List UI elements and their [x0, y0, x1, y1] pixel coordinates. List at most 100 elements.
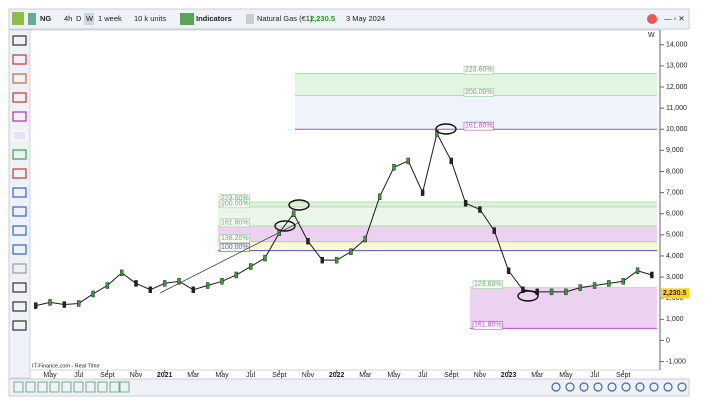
window-controls[interactable]: — ▫ ✕ [664, 14, 685, 23]
tool-button[interactable] [12, 282, 27, 293]
x-tick-label: Jul [74, 372, 83, 379]
date: 3 May 2024 [346, 14, 385, 23]
chart-type-icon[interactable] [28, 13, 36, 25]
settings-icon[interactable] [647, 14, 657, 24]
tool-button[interactable] [12, 225, 27, 236]
candle [177, 278, 181, 285]
tool-button[interactable] [85, 381, 96, 393]
x-tick-label: Sept [444, 372, 458, 379]
period-select[interactable]: 1 week [98, 14, 122, 23]
indicators-button[interactable]: Indicators [196, 14, 232, 23]
y-tick-label: 9,000 [666, 147, 684, 154]
y-tick-label: 1,000 [666, 316, 684, 323]
interval[interactable]: W [86, 14, 94, 23]
tool-button[interactable] [565, 382, 575, 392]
left-toolbar [8, 29, 31, 379]
fib-label: 138.20% [221, 235, 249, 242]
marker-ellipse [435, 123, 457, 135]
symbol[interactable]: NG [40, 14, 51, 23]
tool-button[interactable] [12, 187, 27, 198]
tool-button[interactable] [621, 382, 631, 392]
interval[interactable]: D [76, 14, 82, 23]
tool-button[interactable] [635, 382, 645, 392]
marker-ellipse [517, 290, 539, 302]
candle [650, 271, 654, 279]
fib-band [295, 73, 657, 96]
tool-button[interactable] [49, 381, 60, 393]
source: IT-Finance.com - Real Time [32, 363, 100, 369]
tool-button[interactable] [677, 382, 687, 392]
x-tick-label: Mar [187, 372, 200, 379]
tool-button[interactable] [12, 149, 27, 160]
tool-button[interactable] [12, 301, 27, 312]
top-toolbar [8, 8, 690, 30]
candle [334, 256, 339, 264]
candle [607, 280, 611, 287]
tool-button[interactable] [12, 168, 27, 179]
candle [377, 193, 382, 201]
tool-button[interactable] [119, 381, 130, 393]
tool-button[interactable] [12, 244, 27, 255]
candle [148, 286, 153, 293]
fib-label: 123.60% [474, 281, 502, 288]
tool-button[interactable] [13, 381, 24, 393]
candle [191, 286, 196, 293]
tool-button[interactable] [25, 381, 36, 393]
fib-label: 223.60% [221, 195, 249, 202]
x-tick-label: Sept [616, 372, 630, 379]
tool-button[interactable] [97, 381, 108, 393]
candle [506, 267, 511, 274]
candle [306, 237, 310, 245]
candle [521, 286, 525, 293]
x-tick-label: Mar [359, 372, 372, 379]
interval[interactable]: 4h [64, 14, 72, 23]
candle [420, 189, 425, 196]
x-tick-label: Jul [418, 372, 427, 379]
x-tick-label: Sept [100, 372, 114, 379]
units-select[interactable]: 10 k units [134, 14, 166, 23]
candle [248, 263, 253, 270]
tool-button[interactable] [12, 130, 27, 141]
tool-button[interactable] [12, 73, 27, 84]
tool-button[interactable] [579, 382, 589, 392]
tool-button[interactable] [12, 320, 27, 331]
tool-button[interactable] [61, 381, 72, 393]
tool-button[interactable] [73, 381, 84, 393]
tool-button[interactable] [663, 382, 673, 392]
y-tick-label: 3,000 [666, 274, 684, 281]
x-tick-label: Nov [130, 372, 143, 379]
tool-button[interactable] [593, 382, 603, 392]
fib-label-box [219, 199, 250, 209]
y-tick-label: 14,000 [666, 42, 688, 49]
trend-line [159, 221, 301, 294]
tool-button[interactable] [12, 92, 27, 103]
y-tick-label: 8,000 [666, 168, 684, 175]
candle [91, 290, 95, 298]
tool-button[interactable] [12, 54, 27, 65]
candle [119, 269, 124, 277]
logo-icon[interactable] [12, 12, 24, 25]
fib-band [218, 241, 657, 251]
x-tick-label: 2022 [329, 372, 345, 379]
fib-label: 200.00% [465, 89, 493, 96]
tool-button[interactable] [12, 206, 27, 217]
tool-button[interactable] [12, 35, 27, 46]
tool-button[interactable] [12, 263, 27, 274]
indicators-icon[interactable] [180, 13, 194, 25]
price: 2,230.5 [310, 14, 335, 23]
candle [592, 282, 597, 289]
tool-button[interactable] [109, 381, 120, 393]
candle [478, 206, 482, 213]
x-tick-label: May [43, 372, 57, 379]
chart: 223.60%200.00%161.80%223.60%200.00%161.8… [29, 29, 689, 379]
tool-button[interactable] [37, 381, 48, 393]
y-tick-label: -1,000 [666, 358, 686, 365]
candle [564, 288, 568, 296]
tool-button[interactable] [649, 382, 659, 392]
x-tick-label: Sept [272, 372, 286, 379]
tool-button[interactable] [607, 382, 617, 392]
candle [549, 288, 554, 296]
y-tick-label: 13,000 [666, 63, 688, 70]
tool-button[interactable] [551, 382, 561, 392]
tool-button[interactable] [12, 111, 27, 122]
